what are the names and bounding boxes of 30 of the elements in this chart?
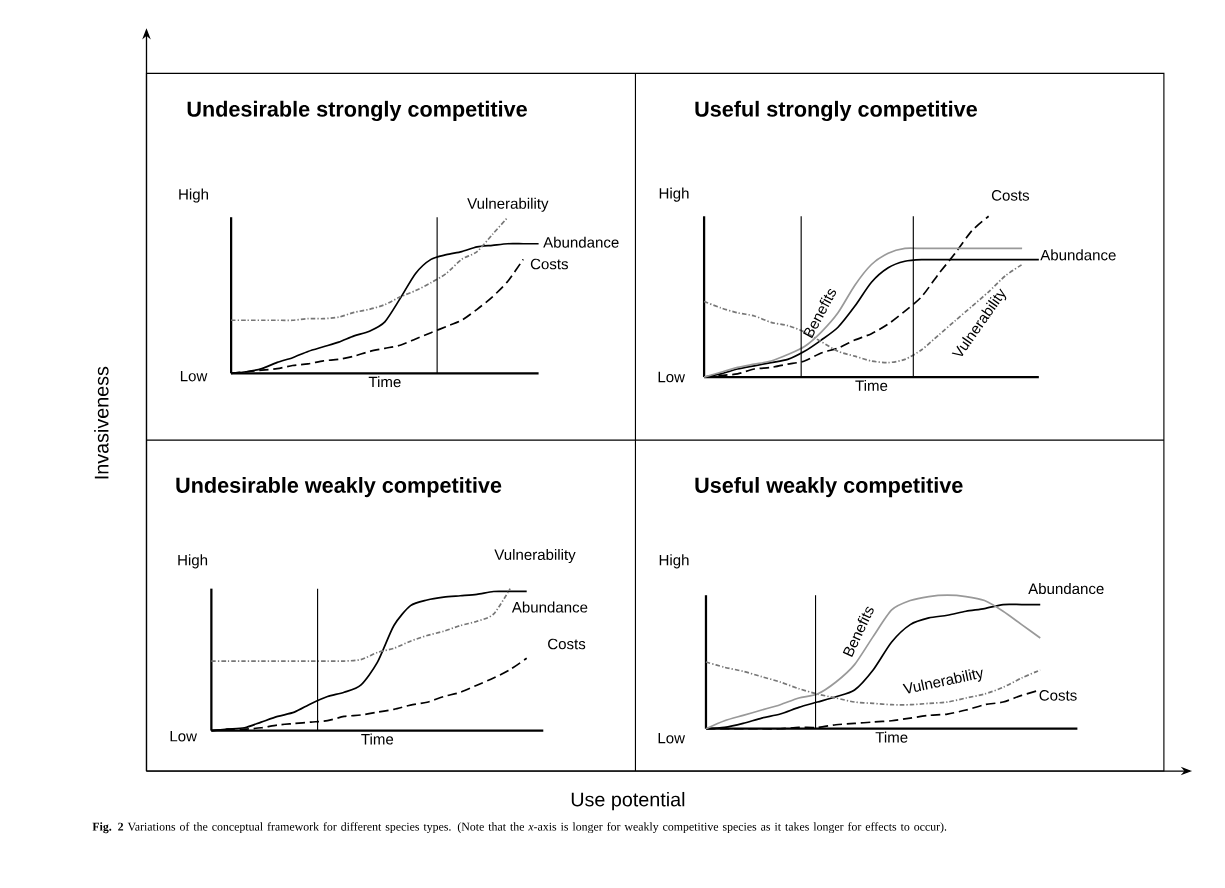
series-label: Costs: [530, 258, 569, 270]
x-axis-title: Time: [875, 731, 908, 743]
text: Low: [658, 371, 686, 383]
series-label: Costs: [991, 190, 1030, 201]
text: Low: [180, 371, 208, 382]
series-label: Abundance: [1040, 249, 1116, 261]
text: High: [659, 187, 689, 202]
x-axis-title: Time: [855, 380, 888, 392]
text: High: [179, 188, 209, 203]
series-label: Abundance: [543, 236, 619, 248]
x-axis-title: Time: [361, 733, 394, 745]
series-label: Abundance: [511, 601, 588, 613]
series-label: Vulnerability: [467, 197, 549, 213]
text: High: [659, 554, 689, 569]
x-axis-title: Time: [368, 376, 401, 388]
series-label: Abundance: [1028, 583, 1104, 595]
text: Low: [658, 733, 686, 744]
chart-title: Undesirable weakly competitive: [176, 477, 502, 498]
text: High: [178, 554, 208, 569]
text: Low: [170, 731, 198, 742]
chart-title: Undesirable strongly competitive: [187, 101, 527, 122]
series-label: Costs: [1039, 690, 1077, 701]
chart-title: Useful strongly competitive: [695, 101, 977, 122]
text: Vulnerability: [494, 549, 576, 564]
text: Fig. 2 Variations of the conceptual framework for different species types. (Note that the x-axis is longer for weakly competitive species as it takes longer for effects to occur).: [92, 822, 947, 834]
text: Use potential: [571, 792, 685, 811]
chart-title: Useful weakly competitive: [695, 477, 963, 498]
text: Invasiveness: [94, 366, 109, 479]
text: Vulnerability: [902, 669, 983, 694]
series-label: Costs: [548, 638, 586, 650]
